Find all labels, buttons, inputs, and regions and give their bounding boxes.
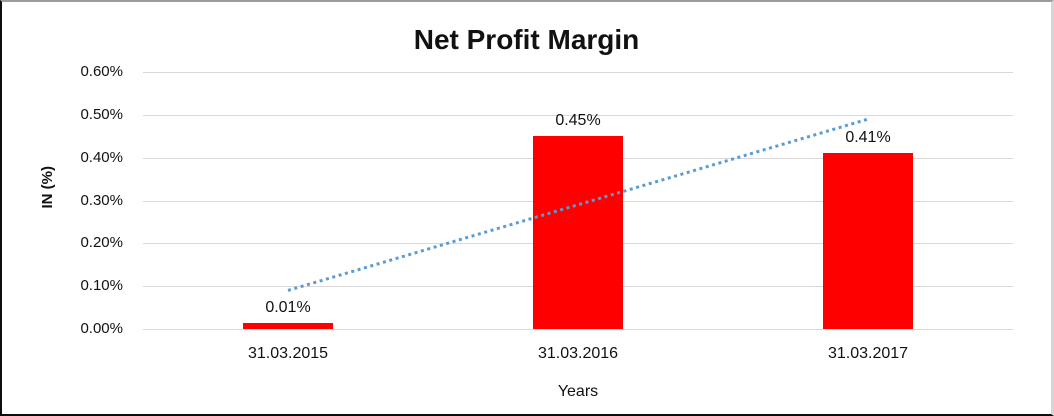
gridline <box>143 329 1013 330</box>
data-label: 0.01% <box>265 299 311 316</box>
y-tick-label: 0.20% <box>80 234 123 251</box>
x-tick-label: 31.03.2015 <box>247 345 329 362</box>
y-tick-label: 0.30% <box>80 192 123 209</box>
y-tick-label: 0.00% <box>80 320 123 337</box>
x-tick-label: 31.03.2017 <box>827 345 909 362</box>
bar-31.03.2017 <box>823 153 913 329</box>
gridline <box>143 72 1013 73</box>
y-tick-label: 0.40% <box>80 149 123 166</box>
x-axis-title: Years <box>557 383 599 400</box>
data-label: 0.45% <box>555 112 601 129</box>
y-tick-label: 0.60% <box>80 63 123 80</box>
y-tick-label: 0.50% <box>80 106 123 123</box>
y-tick-label: 0.10% <box>80 277 123 294</box>
data-label: 0.41% <box>845 129 891 146</box>
bar-31.03.2015 <box>243 323 333 329</box>
chart-title: Net Profit Margin <box>413 24 640 55</box>
x-tick-label: 31.03.2016 <box>537 345 619 362</box>
bar-31.03.2016 <box>533 136 623 329</box>
gridline <box>143 115 1013 116</box>
